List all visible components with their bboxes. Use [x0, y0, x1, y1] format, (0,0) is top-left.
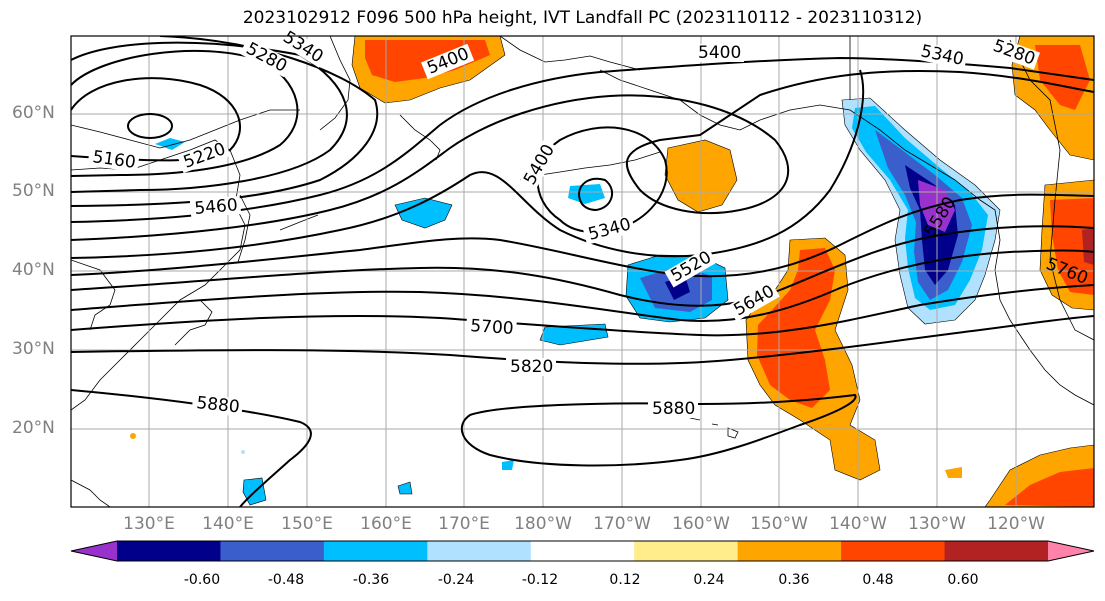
lat-label-60n: 60°N [12, 103, 55, 123]
contour-5460 [71, 69, 865, 259]
colorbar-segment [220, 541, 325, 561]
contour-label: 5820 [510, 357, 553, 377]
colorbar-tick: -0.24 [437, 572, 475, 588]
contour-5640 [71, 249, 1094, 322]
lon-label: 130°E [123, 514, 175, 534]
coastlines [71, 36, 1094, 507]
lon-label: 150°W [750, 514, 808, 534]
contour-5520 [71, 193, 1094, 278]
contour-5160 [71, 77, 241, 162]
contour-5880-west [71, 389, 312, 507]
colorbar-tick: 0.48 [862, 572, 894, 588]
contour-label: 5460 [194, 195, 239, 219]
colorbar-tick: -0.36 [352, 572, 390, 588]
lon-label: 140°E [202, 514, 254, 534]
colorbar-tick: 0.24 [693, 572, 725, 588]
contour-5400b [71, 69, 1094, 241]
colorbar-segment [841, 541, 946, 561]
contour-5580 [71, 225, 1094, 307]
lon-label: 170°W [593, 514, 651, 534]
lon-label: 180°W [514, 514, 572, 534]
lon-label: 130°W [908, 514, 966, 534]
lat-label-40n: 40°N [12, 260, 55, 280]
contour-5220 [71, 49, 299, 177]
lon-label: 160°W [672, 514, 730, 534]
colorbar-tick: -0.48 [267, 572, 305, 588]
lon-label: 120°W [987, 514, 1045, 534]
contour-5820 [71, 315, 1094, 365]
contour-5280-low [578, 177, 614, 212]
contour-5880-east [460, 393, 857, 467]
colorbar-segment [323, 541, 428, 561]
contour-label: 5700 [470, 316, 515, 339]
lon-label: 150°E [281, 514, 333, 534]
map-frame [70, 35, 1095, 508]
contour-5700 [71, 284, 1094, 337]
lon-label: 160°E [360, 514, 412, 534]
colorbar-tick: 0.60 [947, 572, 979, 588]
colorbar-outline [70, 540, 1095, 562]
colorbar-segment [737, 541, 842, 561]
contour-label: 5880 [652, 399, 695, 419]
colorbar-extend-low [71, 541, 117, 561]
height-contours [71, 36, 1094, 507]
contour-5400 [71, 56, 1094, 223]
ivt-anomaly-fill [130, 36, 1094, 507]
lat-label-30n: 30°N [12, 339, 55, 359]
colorbar-segment [530, 541, 635, 561]
colorbar-segment [427, 541, 532, 561]
colorbar-segment [117, 541, 221, 561]
lat-label-50n: 50°N [12, 181, 55, 201]
lat-label-20n: 20°N [12, 418, 55, 438]
contour-5280 [71, 41, 348, 193]
contour-5100 [127, 113, 173, 139]
graticule [71, 36, 1094, 507]
contour-label: 5400 [698, 43, 741, 63]
colorbar-segments [70, 540, 1095, 562]
colorbar-tick: 0.12 [609, 572, 641, 588]
colorbar-extend-high [1048, 541, 1094, 561]
map-title: 2023102912 F096 500 hPa height, IVT Land… [242, 8, 923, 28]
contour-label: 5880 [195, 393, 240, 417]
colorbar-segment [944, 541, 1049, 561]
lon-label: 140°W [829, 514, 887, 534]
colorbar-tick: 0.36 [778, 572, 810, 588]
colorbar-tick: -0.12 [521, 572, 559, 588]
colorbar-tick: -0.60 [183, 572, 221, 588]
colorbar-segment [634, 541, 739, 561]
lon-label: 170°E [438, 514, 490, 534]
